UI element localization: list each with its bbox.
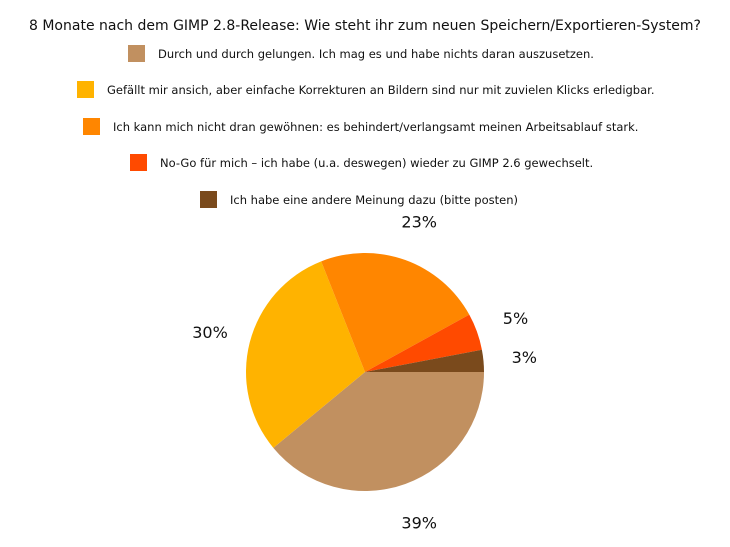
pie-value-label-1: 39% bbox=[401, 514, 437, 533]
legend-swatch-1 bbox=[128, 45, 145, 62]
legend-item-2: Gefällt mir ansich, aber einfache Korrek… bbox=[77, 81, 655, 98]
legend-item-5: Ich habe eine andere Meinung dazu (bitte… bbox=[200, 191, 518, 208]
pie-value-label-4: 5% bbox=[503, 309, 528, 328]
legend-item-1: Durch und durch gelungen. Ich mag es und… bbox=[128, 45, 594, 62]
pie-slice-1 bbox=[273, 372, 484, 491]
pie-value-label-3: 23% bbox=[401, 213, 437, 232]
legend-swatch-4 bbox=[130, 154, 147, 171]
pie-value-label-5: 3% bbox=[512, 348, 537, 367]
pie-slice-2 bbox=[246, 261, 365, 448]
pie-slice-3 bbox=[321, 253, 470, 372]
legend-label-5: Ich habe eine andere Meinung dazu (bitte… bbox=[230, 192, 518, 207]
legend-label-1: Durch und durch gelungen. Ich mag es und… bbox=[158, 46, 594, 61]
legend-label-3: Ich kann mich nicht dran gewöhnen: es be… bbox=[113, 119, 639, 134]
legend-item-4: No-Go für mich – ich habe (u.a. deswegen… bbox=[130, 154, 593, 171]
pie-slice-4 bbox=[365, 314, 482, 372]
pie-slice-5 bbox=[365, 349, 484, 372]
legend-swatch-5 bbox=[200, 191, 217, 208]
legend-label-4: No-Go für mich – ich habe (u.a. deswegen… bbox=[160, 155, 594, 170]
legend-swatch-3 bbox=[83, 118, 100, 135]
pie-value-label-2: 30% bbox=[192, 323, 228, 342]
legend-item-3: Ich kann mich nicht dran gewöhnen: es be… bbox=[83, 118, 638, 135]
legend-label-2: Gefällt mir ansich, aber einfache Korrek… bbox=[107, 82, 655, 97]
chart-title: 8 Monate nach dem GIMP 2.8-Release: Wie … bbox=[29, 18, 701, 34]
legend-swatch-2 bbox=[77, 81, 94, 98]
